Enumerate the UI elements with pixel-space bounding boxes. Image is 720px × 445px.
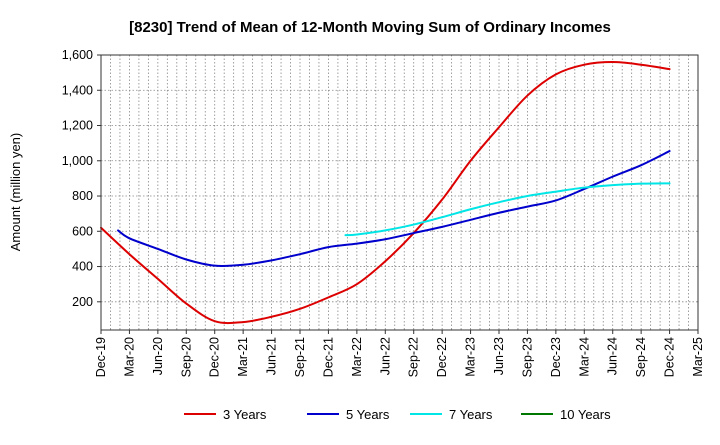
x-tick-label: Mar-23 <box>464 337 478 377</box>
x-tick-label: Jun-22 <box>378 337 392 375</box>
x-tick-label: Mar-25 <box>691 337 705 377</box>
x-tick-label: Jun-21 <box>265 337 279 375</box>
x-tick-label: Dec-24 <box>663 337 677 377</box>
plot-frame <box>100 54 699 331</box>
y-tick-label: 1,000 <box>62 154 93 168</box>
x-tick-label: Dec-22 <box>435 337 449 377</box>
legend-label-10-years: 10 Years <box>560 407 611 422</box>
x-tick-label: Mar-20 <box>122 337 136 377</box>
legend: 3 Years 5 Years 7 Years 10 Years <box>184 407 611 422</box>
x-tick-label: Sep-24 <box>634 337 648 377</box>
y-tick-label: 600 <box>72 224 93 238</box>
y-tick-label: 1,200 <box>62 119 93 133</box>
x-axis: Dec-19 Mar-20 Jun-20 Sep-20 Dec-20 Mar-21 Jun-… <box>94 330 705 377</box>
y-axis: 200 400 600 800 1,000 1,200 1,400 1,600 <box>62 48 101 309</box>
x-tick-label: Dec-19 <box>94 337 108 377</box>
y-tick-label: 200 <box>72 295 93 309</box>
x-tick-label: Mar-21 <box>236 337 250 377</box>
series-line-5-years <box>117 150 671 268</box>
x-tick-label: Dec-21 <box>321 337 335 377</box>
legend-label-5-years: 5 Years <box>346 407 390 422</box>
x-tick-label: Mar-24 <box>577 337 591 377</box>
x-tick-label: Jun-23 <box>492 337 506 375</box>
x-tick-label: Sep-22 <box>407 337 421 377</box>
x-tick-label: Jun-24 <box>606 337 620 375</box>
y-tick-label: 1,400 <box>62 83 93 97</box>
chart-title: [8230] Trend of Mean of 12-Month Moving … <box>129 19 611 36</box>
series-line-3-years <box>100 61 671 325</box>
x-tick-label: Sep-20 <box>179 337 193 377</box>
y-axis-label: Amount (million yen) <box>8 133 23 252</box>
legend-label-3-years: 3 Years <box>223 407 267 422</box>
y-tick-label: 400 <box>72 260 93 274</box>
x-tick-label: Jun-20 <box>151 337 165 375</box>
grid <box>101 54 698 330</box>
legend-label-7-years: 7 Years <box>449 407 493 422</box>
x-tick-label: Dec-23 <box>549 337 563 377</box>
y-tick-label: 800 <box>72 189 93 203</box>
x-tick-label: Dec-20 <box>208 337 222 377</box>
y-tick-label: 1,600 <box>62 48 93 62</box>
series-line-7-years <box>344 182 671 237</box>
x-tick-label: Sep-23 <box>520 337 534 377</box>
series-layer <box>100 61 671 325</box>
x-tick-label: Sep-21 <box>293 337 307 377</box>
x-tick-label: Mar-22 <box>350 337 364 377</box>
